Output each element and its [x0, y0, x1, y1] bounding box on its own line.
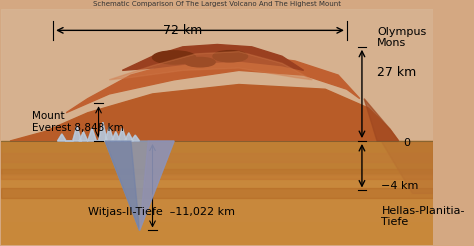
Text: Mount
Everest 8,848 km: Mount Everest 8,848 km — [32, 111, 123, 133]
Title: Schematic Comparison Of The Largest Volcano And The Highest Mount: Schematic Comparison Of The Largest Volc… — [93, 1, 341, 7]
Bar — [1, 169, 433, 179]
Bar — [1, 174, 433, 221]
Bar — [1, 141, 433, 245]
Text: 0: 0 — [403, 138, 410, 148]
Ellipse shape — [213, 51, 247, 62]
Ellipse shape — [153, 51, 196, 64]
Bar — [1, 188, 433, 198]
Polygon shape — [105, 141, 139, 231]
Polygon shape — [122, 45, 304, 70]
Polygon shape — [105, 141, 174, 231]
Polygon shape — [57, 122, 139, 141]
Text: −4 km: −4 km — [382, 181, 419, 191]
Text: 27 km: 27 km — [377, 66, 416, 79]
Text: Olympus
Mons: Olympus Mons — [377, 27, 426, 48]
Polygon shape — [66, 54, 360, 113]
Polygon shape — [10, 85, 399, 141]
Polygon shape — [382, 141, 433, 193]
Polygon shape — [364, 99, 399, 141]
Bar — [1, 153, 433, 162]
Polygon shape — [139, 141, 174, 231]
Bar — [1, 9, 433, 141]
Polygon shape — [57, 122, 139, 141]
Text: Hellas-Planitia-
Tiefe: Hellas-Planitia- Tiefe — [382, 206, 465, 227]
Text: 72 km: 72 km — [163, 24, 202, 37]
Bar — [1, 141, 433, 174]
Text: Witjas-II-Tiefe  –11,022 km: Witjas-II-Tiefe –11,022 km — [88, 207, 235, 217]
Polygon shape — [109, 52, 312, 80]
Ellipse shape — [185, 57, 215, 67]
